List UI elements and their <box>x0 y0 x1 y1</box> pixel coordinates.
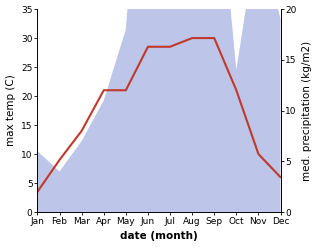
X-axis label: date (month): date (month) <box>120 231 198 242</box>
Y-axis label: max temp (C): max temp (C) <box>5 75 16 146</box>
Y-axis label: med. precipitation (kg/m2): med. precipitation (kg/m2) <box>302 41 313 181</box>
